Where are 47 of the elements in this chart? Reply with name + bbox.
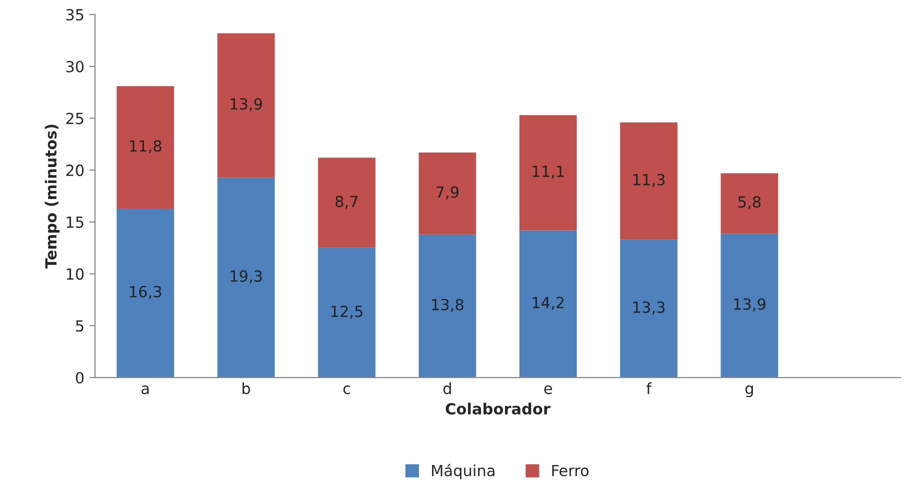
bar <box>519 115 577 230</box>
legend-label: Ferro <box>552 464 589 476</box>
y-tick-label: 15 <box>66 216 84 228</box>
data-label: 13,3 <box>633 301 665 315</box>
x-tick-label: b <box>242 382 250 394</box>
data-label: 13,8 <box>432 298 464 312</box>
data-label: 13,9 <box>734 298 766 312</box>
data-label: 7,9 <box>436 186 458 200</box>
bar <box>720 173 778 234</box>
bar <box>116 86 174 208</box>
data-label: 11,3 <box>633 174 665 187</box>
bar <box>318 158 376 248</box>
bar <box>217 177 275 378</box>
y-tick-label: 20 <box>66 164 84 176</box>
data-label: 16,3 <box>130 286 162 299</box>
y-tick-label: 35 <box>66 8 84 21</box>
y-axis-title: Tempo (minutos) <box>44 124 60 269</box>
y-tick-label: 25 <box>66 112 84 124</box>
bar <box>620 122 678 240</box>
bar <box>318 248 376 378</box>
x-tick-label: f <box>646 382 652 394</box>
data-label: 11,1 <box>532 166 564 179</box>
legend-label: Máquina <box>432 464 494 480</box>
y-tick-label: 0 <box>76 372 84 384</box>
y-tick-label: 5 <box>76 320 84 332</box>
x-tick-label: g <box>745 385 753 398</box>
data-label: 12,5 <box>331 306 362 319</box>
bar <box>720 233 778 378</box>
bar <box>418 152 476 234</box>
x-tick-label: d <box>443 382 451 394</box>
data-label: 19,3 <box>230 270 262 284</box>
bar <box>418 234 476 378</box>
y-tick-label: 30 <box>66 60 84 72</box>
data-label: 14,2 <box>532 296 564 310</box>
x-tick-label: a <box>142 385 149 394</box>
data-label: 11,8 <box>130 140 162 154</box>
data-label: 5,8 <box>738 196 761 210</box>
x-tick-label: c <box>343 385 350 394</box>
data-label: 13,9 <box>230 98 262 112</box>
bar <box>519 230 577 378</box>
x-axis-title: Colaborador <box>446 402 550 415</box>
x-tick-label: e <box>544 385 552 394</box>
y-tick-label: 10 <box>66 268 84 280</box>
data-label: 8,7 <box>336 196 358 209</box>
bar <box>217 33 275 178</box>
bar <box>116 208 174 378</box>
bar <box>620 240 678 378</box>
